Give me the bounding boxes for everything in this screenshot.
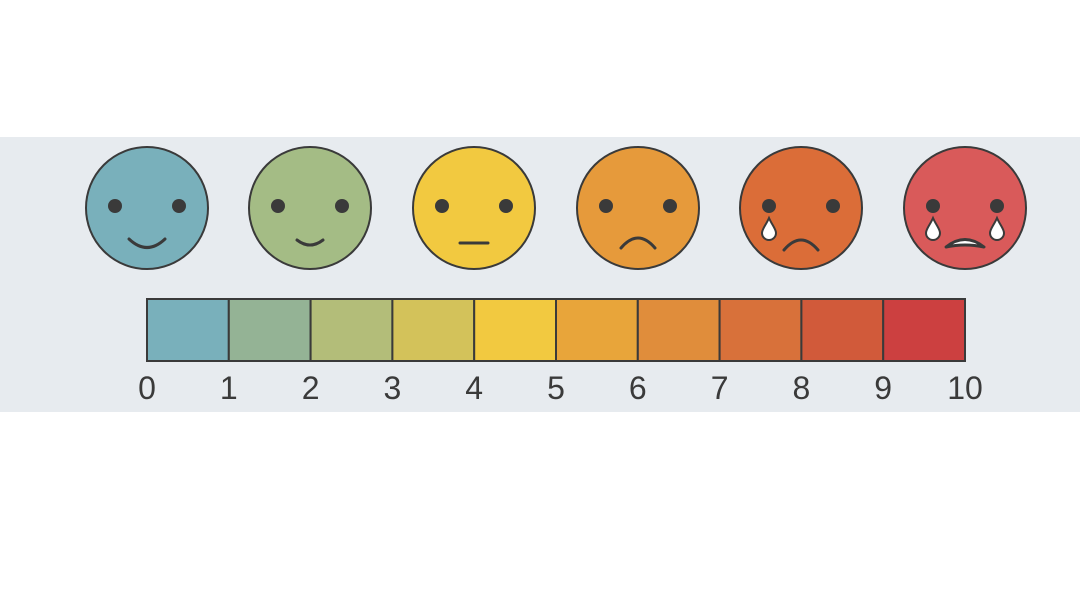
tear-drop xyxy=(924,215,942,241)
scale-segment-8 xyxy=(800,298,885,362)
face-frown xyxy=(576,146,700,270)
scale-segment-1 xyxy=(227,298,312,362)
face-cry-open-mouth xyxy=(903,146,1027,270)
tick-label-8: 8 xyxy=(793,370,811,406)
tick-label-0: 0 xyxy=(138,370,156,406)
tick-label-5: 5 xyxy=(547,370,565,406)
left-eye xyxy=(435,199,449,213)
scale-segment-9 xyxy=(882,298,967,362)
scale-segment-3 xyxy=(391,298,476,362)
face-circle xyxy=(85,146,209,270)
face-circle xyxy=(739,146,863,270)
tick-label-10: 10 xyxy=(947,370,983,406)
face-circle xyxy=(248,146,372,270)
mouth xyxy=(127,237,167,249)
scale-segment-6 xyxy=(636,298,721,362)
tick-label-7: 7 xyxy=(711,370,729,406)
tick-label-3: 3 xyxy=(384,370,402,406)
mouth xyxy=(295,238,325,247)
tick-label-1: 1 xyxy=(220,370,238,406)
scale-segment-4 xyxy=(473,298,558,362)
right-eye xyxy=(663,199,677,213)
left-eye xyxy=(271,199,285,213)
right-eye xyxy=(826,199,840,213)
tick-label-2: 2 xyxy=(302,370,320,406)
left-eye xyxy=(599,199,613,213)
scale-segment-5 xyxy=(555,298,639,362)
right-eye xyxy=(335,199,349,213)
tick-label-4: 4 xyxy=(465,370,483,406)
tear-drop xyxy=(760,215,778,241)
right-eye xyxy=(990,199,1004,213)
left-eye xyxy=(108,199,122,213)
face-neutral xyxy=(412,146,536,270)
left-eye xyxy=(762,199,776,213)
scale-tick-labels: 0 1 2 3 4 5 6 7 8 9 10 xyxy=(138,370,983,406)
face-circle xyxy=(576,146,700,270)
scale-segment-7 xyxy=(718,298,803,362)
mouth xyxy=(619,236,657,250)
scale-bar xyxy=(146,298,967,362)
face-circle xyxy=(903,146,1027,270)
tick-label-9: 9 xyxy=(874,370,892,406)
right-eye xyxy=(499,199,513,213)
faces-row xyxy=(85,146,1027,270)
scale-segment-2 xyxy=(309,298,394,362)
face-small-smile xyxy=(248,146,372,270)
tear-drop xyxy=(988,215,1006,241)
tick-label-6: 6 xyxy=(629,370,647,406)
face-circle xyxy=(412,146,536,270)
scale-segment-0 xyxy=(146,298,230,362)
face-big-smile xyxy=(85,146,209,270)
face-frown-tear xyxy=(739,146,863,270)
mouth xyxy=(944,238,986,249)
mouth xyxy=(782,238,820,252)
left-eye xyxy=(926,199,940,213)
right-eye xyxy=(172,199,186,213)
